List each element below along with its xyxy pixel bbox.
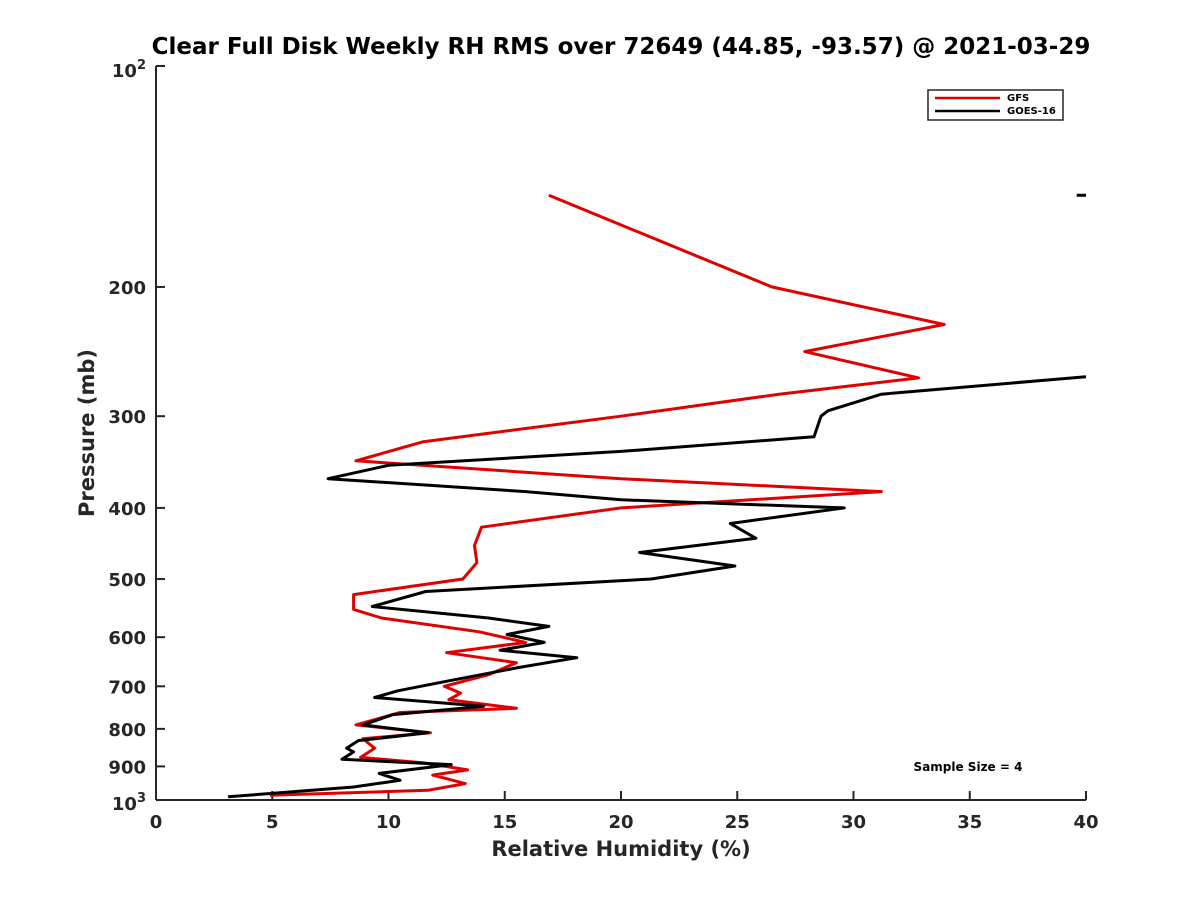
x-tick-label: 40 <box>1073 812 1098 833</box>
legend: GFS GOES-16 <box>927 89 1064 121</box>
series-line-goes16 <box>227 375 1087 799</box>
series-layer <box>227 193 1087 799</box>
y-tick-label-bottom: 103 <box>112 791 146 815</box>
legend-label-gfs: GFS <box>1007 93 1029 104</box>
legend-label-goes16: GOES-16 <box>1007 106 1056 117</box>
y-tick-label: 600 <box>108 628 146 649</box>
series-line-gfs <box>269 193 946 797</box>
x-tick-label: 30 <box>841 812 866 833</box>
x-tick-label: 20 <box>608 812 633 833</box>
x-ticks: 0 5 10 15 20 25 30 35 40 <box>150 791 1099 833</box>
legend-box <box>927 89 1064 121</box>
x-tick-label: 10 <box>376 812 401 833</box>
y-tick-label: 500 <box>108 570 146 591</box>
y-tick-label: 700 <box>108 677 146 698</box>
x-axis-label: Relative Humidity (%) <box>491 837 750 861</box>
sample-size-annotation: Sample Size = 4 <box>914 760 1023 774</box>
x-tick-label: 35 <box>957 812 982 833</box>
y-tick-label: 300 <box>108 407 146 428</box>
y-tick-label: 400 <box>108 499 146 520</box>
x-tick-label: 25 <box>725 812 750 833</box>
y-axis-label: Pressure (mb) <box>75 349 99 517</box>
y-tick-label: 200 <box>108 278 146 299</box>
y-tick-label: 800 <box>108 720 146 741</box>
y-tick-label: 900 <box>108 757 146 778</box>
y-tick-label-top: 102 <box>112 58 146 82</box>
x-tick-label: 0 <box>150 812 163 833</box>
x-tick-label: 5 <box>266 812 279 833</box>
chart-title: Clear Full Disk Weekly RH RMS over 72649… <box>152 34 1091 60</box>
plot-area <box>155 66 1086 801</box>
x-tick-label: 15 <box>492 812 517 833</box>
y-ticks: 200 300 400 500 600 700 800 900 <box>108 65 165 801</box>
